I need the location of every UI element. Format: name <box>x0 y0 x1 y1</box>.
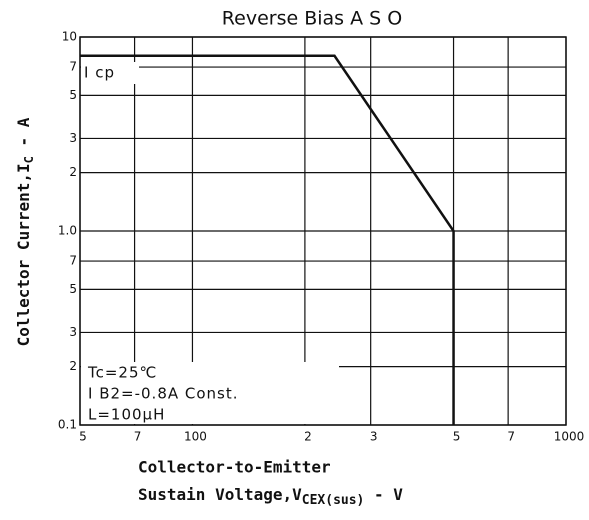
y-label-unit: - A <box>14 117 33 156</box>
x-axis-label: Sustain Voltage,VCEX(sus) - V <box>138 485 403 508</box>
y-tick-label: 2 <box>69 359 77 373</box>
y-tick-label: 7 <box>69 60 77 74</box>
x-label-unit: - V <box>364 485 403 504</box>
y-tick-label: 5 <box>69 88 77 102</box>
x-tick-label: 1000 <box>554 430 585 444</box>
y-tick-label: 7 <box>69 254 77 268</box>
y-tick-label: 0.1 <box>58 418 77 432</box>
x-label-text: Sustain Voltage,V <box>138 485 302 504</box>
y-tick-label: 10 <box>62 30 77 44</box>
y-tick-label: 2 <box>69 165 77 179</box>
y-axis-label: Collector Current,IC - A <box>14 117 36 346</box>
x-tick-label: 7 <box>134 430 142 444</box>
y-label-sub: C <box>22 156 36 163</box>
x-tick-label: 100 <box>184 430 207 444</box>
data-line <box>80 54 455 425</box>
annotation: L=100μH <box>88 406 165 424</box>
y-label-text: Collector Current,I <box>14 163 33 346</box>
x-tick-label: 7 <box>507 430 515 444</box>
y-tick-label: 5 <box>69 282 77 296</box>
x-tick-label: 2 <box>304 430 312 444</box>
x-label-sub: CEX(sus) <box>302 493 365 508</box>
x-tick-label: 5 <box>453 430 461 444</box>
y-tick-label: 3 <box>69 131 77 145</box>
label-bg <box>81 62 139 84</box>
annotation: I cp <box>84 64 115 82</box>
label-bg <box>81 362 339 424</box>
annotation: Tc=25℃ <box>87 364 157 382</box>
y-tick-label: 3 <box>69 325 77 339</box>
annotation: I B2=-0.8A Const. <box>88 385 239 403</box>
y-tick-label: 1.0 <box>58 224 77 238</box>
chart-title: Reverse Bias A S O <box>222 8 402 30</box>
x-axis-label: Collector-to-Emitter <box>138 458 331 477</box>
x-tick-label: 5 <box>79 430 87 444</box>
x-tick-label: 3 <box>370 430 378 444</box>
